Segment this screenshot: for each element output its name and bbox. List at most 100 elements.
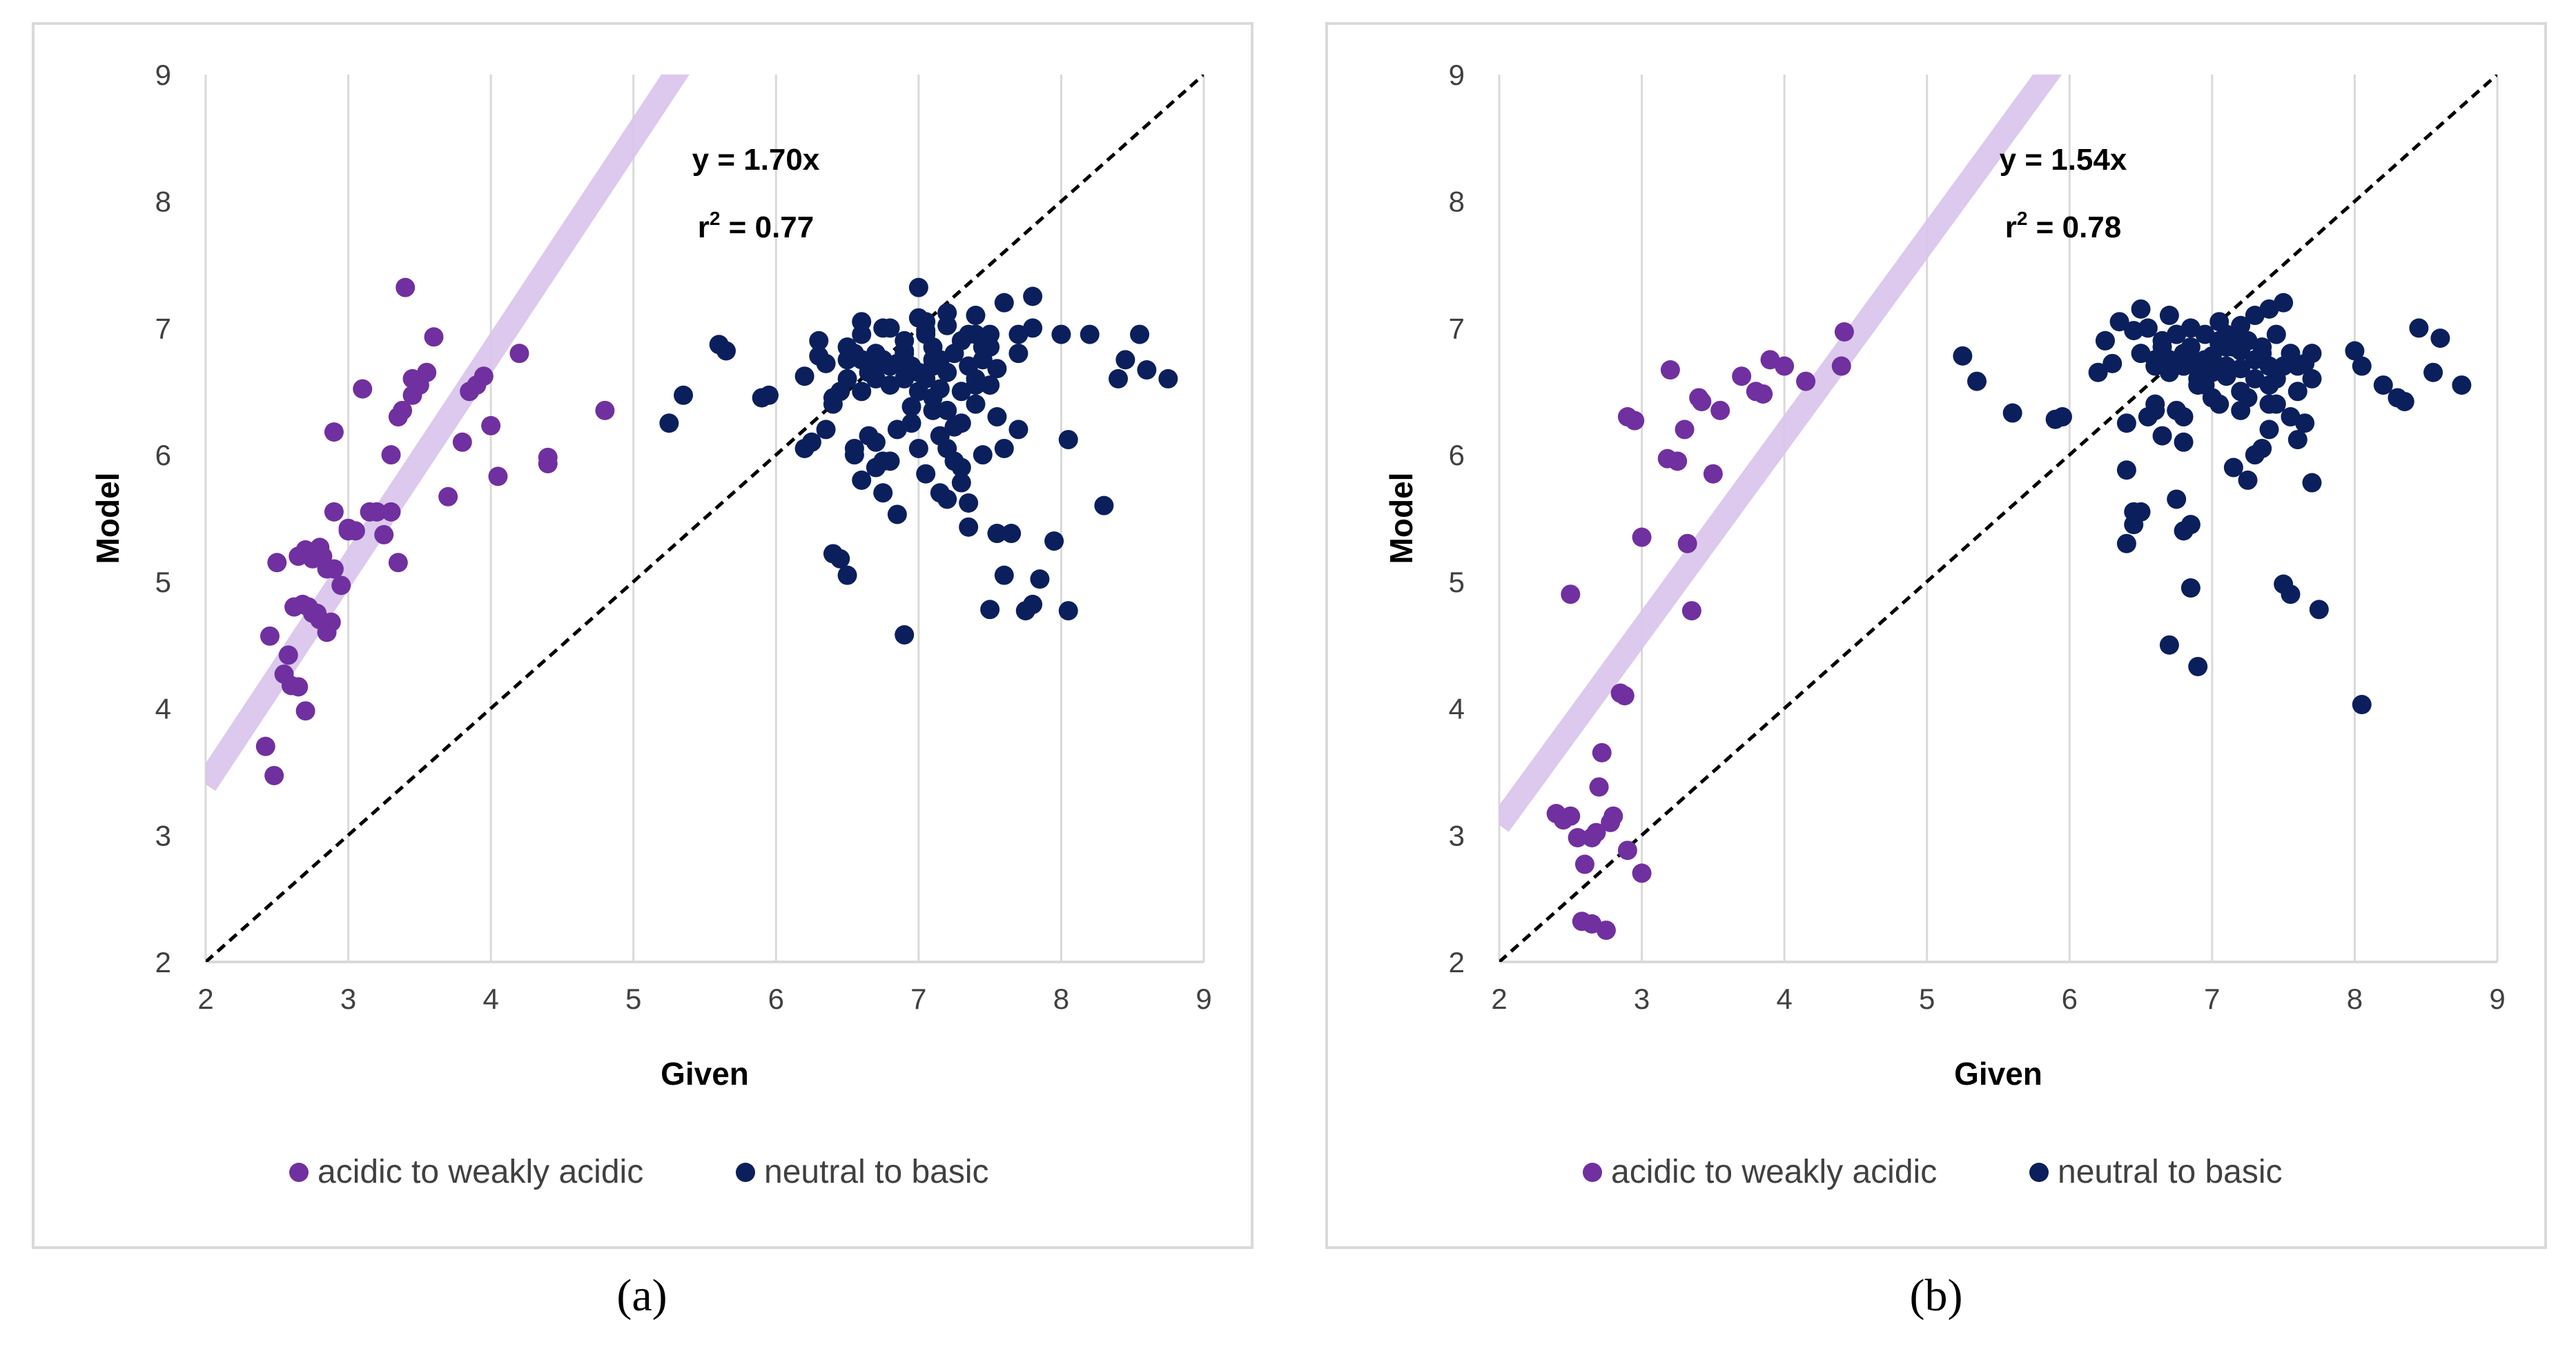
x-tick-label: 9 [1196, 983, 1211, 1015]
basic-point [816, 420, 836, 440]
basic-point [837, 565, 857, 585]
trendline [1499, 75, 2062, 832]
basic-point [2138, 318, 2158, 338]
acidic-point [402, 368, 422, 388]
basic-point [2102, 353, 2123, 373]
basic-point [823, 388, 843, 408]
acidic-point [1732, 366, 1752, 386]
acidic-point [1831, 356, 1851, 376]
acidic-point [284, 597, 304, 617]
basic-point [2174, 407, 2194, 427]
acidic-point [1574, 854, 1594, 874]
basic-point [659, 413, 679, 433]
basic-point [2188, 353, 2208, 373]
acidic-point [360, 502, 380, 522]
acidic-point [438, 486, 458, 506]
basic-point [1008, 344, 1028, 364]
acidic-point [509, 344, 529, 364]
x-tick-label: 2 [1491, 983, 1507, 1015]
y-tick-label: 6 [1449, 439, 1465, 471]
y-tick-label: 4 [155, 693, 171, 725]
acidic-point [1710, 400, 1730, 420]
basic-point [2266, 368, 2286, 388]
acidic-point [1692, 391, 1712, 411]
basic-point [2259, 420, 2279, 440]
acidic-point [488, 466, 508, 486]
acidic-point [396, 277, 416, 297]
basic-point [2188, 656, 2208, 676]
basic-point [852, 382, 872, 402]
y-tick-label: 3 [1449, 819, 1465, 852]
basic-point [2116, 460, 2136, 480]
basic-point [2180, 337, 2201, 357]
basic-point [959, 493, 979, 513]
basic-point [908, 277, 928, 297]
identity-line [1499, 75, 2497, 962]
chart-panel-b: 2 3 4 5 6 7 8 9 2 3 4 5 6 7 8 9 Given Model y = 1.54x r2 = … [1325, 22, 2547, 1249]
basic-point [2209, 394, 2229, 414]
acidic-point [1675, 420, 1695, 440]
basic-point [908, 438, 928, 458]
basic-point [830, 549, 850, 569]
basic-point [2302, 368, 2322, 388]
basic-point [994, 438, 1014, 458]
basic-point [816, 353, 836, 373]
basic-point [2095, 331, 2115, 351]
y-tick-label: 5 [155, 566, 171, 598]
basic-point [944, 451, 964, 471]
y-tick-label: 9 [1449, 59, 1465, 91]
x-tick-label: 4 [1776, 983, 1792, 1015]
basic-point [2452, 375, 2472, 395]
y-axis-title: Model [90, 473, 126, 564]
basic-point [2180, 578, 2201, 598]
acidic-point [424, 327, 444, 347]
basic-point [1058, 601, 1078, 621]
basic-point [980, 324, 1000, 344]
basic-point [2231, 359, 2251, 379]
y-tick-label: 9 [155, 59, 171, 91]
x-tick-label: 9 [2489, 983, 2505, 1015]
r-squared-exponent: 2 [710, 208, 721, 229]
acidic-point [1561, 584, 1581, 604]
basic-point [866, 344, 886, 364]
acidic-point [538, 447, 558, 467]
basic-point [873, 451, 893, 471]
basic-point [2252, 344, 2272, 364]
y-tick-label: 7 [1449, 312, 1465, 344]
acidic-point [289, 677, 309, 697]
basic-point [901, 413, 921, 433]
caption-b: (b) [1867, 1270, 2005, 1322]
basic-point [2152, 426, 2172, 446]
caption-a: (a) [573, 1270, 711, 1322]
basic-point [674, 385, 694, 405]
legend-label-basic: neutral to basic [2058, 1154, 2283, 1190]
acidic-point [388, 553, 408, 573]
basic-point [2174, 356, 2194, 376]
y-tick-label: 6 [155, 439, 171, 471]
basic-point [1030, 569, 1050, 589]
basic-point [852, 312, 872, 332]
basic-point [2216, 366, 2236, 386]
basic-point [2238, 388, 2258, 408]
basic-point [895, 625, 915, 645]
basic-point [951, 382, 971, 402]
basic-point [1023, 594, 1043, 614]
legend-marker-basic [736, 1163, 755, 1182]
basic-point [1158, 368, 1178, 388]
x-tick-label: 2 [197, 983, 213, 1015]
acidic-point [1561, 806, 1581, 826]
basic-point [2167, 489, 2187, 509]
basic-point [2238, 470, 2258, 490]
acidic-point [381, 502, 401, 522]
basic-point [844, 445, 864, 465]
basic-point [2180, 318, 2201, 338]
basic-point [987, 359, 1007, 379]
basic-point [2159, 635, 2179, 655]
basic-point [1109, 368, 1129, 388]
basic-point [930, 426, 950, 446]
basic-point [923, 388, 943, 408]
y-tick-label: 2 [155, 946, 171, 978]
basic-point [2287, 430, 2307, 450]
acidic-point [324, 422, 344, 442]
basic-point [1130, 324, 1150, 344]
